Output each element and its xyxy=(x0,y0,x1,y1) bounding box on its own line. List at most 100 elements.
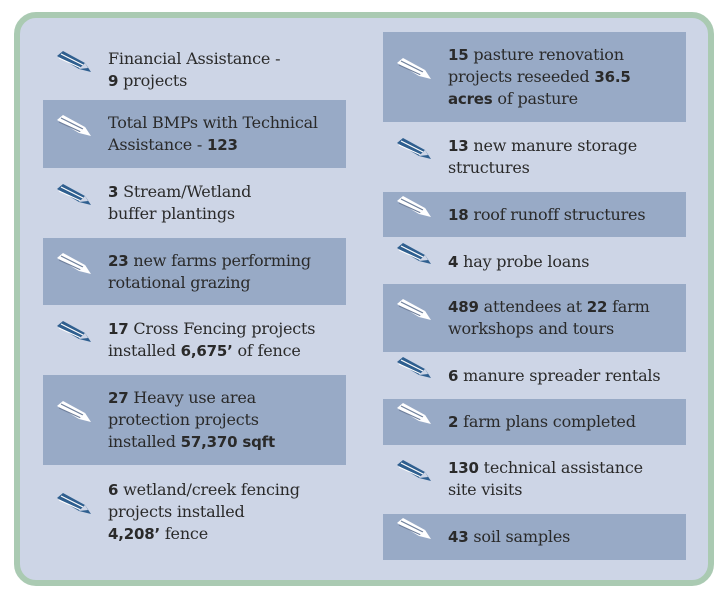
stat-line: protection projects xyxy=(108,409,346,431)
stat-line: site visits xyxy=(448,479,686,501)
stat-line: buffer plantings xyxy=(108,203,346,225)
stat-line: projects installed xyxy=(108,501,346,523)
pencil-icon xyxy=(57,51,91,72)
stat-line: 6 manure spreader rentals xyxy=(448,365,686,387)
stat-text: buffer plantings xyxy=(108,204,235,223)
stat-line: 130 technical assistance xyxy=(448,457,686,479)
stat-item: 23 new farms performing rotational grazin… xyxy=(43,238,346,305)
pencil-icon xyxy=(57,493,91,514)
stat-text: roof runoff structures xyxy=(468,204,646,224)
stat-text: installed xyxy=(108,432,181,451)
stat-text: site visits xyxy=(448,479,523,499)
stat-item: Financial Assistance - 9 projects xyxy=(43,40,346,100)
stat-value: 6 xyxy=(448,367,459,385)
stat-text: Cross Fencing projects xyxy=(128,319,316,338)
stat-text: farm plans completed xyxy=(458,412,636,431)
stat-text: Heavy use area xyxy=(128,388,256,407)
stat-text: wetland/creek fencing xyxy=(118,480,300,499)
pencil-icon xyxy=(397,403,431,424)
pencil-icon xyxy=(57,184,91,205)
pencil-icon xyxy=(397,518,431,539)
stat-value: 4,208’ xyxy=(108,525,160,543)
stat-value: 17 xyxy=(108,320,129,338)
stat-item: 13 new manure storage structures xyxy=(383,124,686,190)
pencil-icon xyxy=(397,357,431,378)
pencil-icon xyxy=(57,252,91,274)
stat-value: 27 xyxy=(108,389,129,407)
stat-text: Total BMPs with Technical xyxy=(108,113,318,132)
stat-text: projects installed xyxy=(108,502,245,521)
pencil-icon xyxy=(57,321,91,342)
stat-line: 3 Stream/Wetland xyxy=(108,181,346,203)
stat-line: 27 Heavy use area xyxy=(108,387,346,409)
stat-value: 15 xyxy=(448,46,469,64)
stat-item: 4 hay probe loans xyxy=(383,239,686,284)
stat-line: acres of pasture xyxy=(448,88,686,110)
stat-line: structures xyxy=(448,157,686,179)
stat-item: 3 Stream/Wetland buffer plantings xyxy=(43,170,346,236)
stat-text: technical assistance xyxy=(478,457,643,477)
stat-value: 130 xyxy=(448,458,479,477)
stat-line: 4,208’ fence xyxy=(108,523,346,545)
stat-text: projects xyxy=(118,71,188,90)
stat-text: Assistance - xyxy=(108,135,207,154)
stat-value: 43 xyxy=(448,528,469,546)
pencil-icon xyxy=(397,195,431,217)
stat-line: installed 6,675’ of fence xyxy=(108,340,346,362)
stat-value: 6,675’ xyxy=(180,342,233,360)
stat-line: projects reseeded 36.5 xyxy=(448,66,686,88)
pencil-icon xyxy=(57,115,91,136)
stat-line: 9 projects xyxy=(108,70,346,92)
stat-text: Stream/Wetland xyxy=(118,182,252,201)
stat-line: 43 soil samples xyxy=(448,526,686,548)
stat-line: Assistance - 123 xyxy=(108,134,346,156)
stat-item: 17 Cross Fencing projects installed 6,675… xyxy=(43,306,346,374)
stat-line: 2 farm plans completed xyxy=(448,411,686,433)
stat-text: new manure storage xyxy=(468,136,638,155)
stat-value: 6 xyxy=(108,481,119,499)
stat-line: 17 Cross Fencing projects xyxy=(108,318,346,340)
pencil-icon xyxy=(397,58,431,79)
stat-item: 15 pasture renovation projects reseeded 3… xyxy=(383,32,686,122)
stat-item: 2 farm plans completed xyxy=(383,399,686,445)
stat-line: 489 attendees at 22 farm xyxy=(448,296,686,318)
stat-value: 9 xyxy=(108,72,119,90)
stat-value: 489 xyxy=(448,298,479,316)
stat-item: 18 roof runoff structures xyxy=(383,192,686,237)
stat-line: 4 hay probe loans xyxy=(448,251,686,273)
stat-value: 4 xyxy=(448,252,459,271)
stat-line: 18 roof runoff structures xyxy=(448,204,686,226)
pencil-icon xyxy=(397,242,431,264)
stat-item: 27 Heavy use area protection projects inst… xyxy=(43,375,346,465)
stat-line: Financial Assistance - xyxy=(108,48,346,70)
stat-line: workshops and tours xyxy=(448,318,686,340)
stat-line: Total BMPs with Technical xyxy=(108,112,346,134)
stat-item: 489 attendees at 22 farm workshops and to… xyxy=(383,284,686,352)
stat-value: 22 xyxy=(586,298,608,316)
pencil-icon xyxy=(397,299,431,320)
stat-line: rotational grazing xyxy=(108,272,346,294)
stat-value: 123 xyxy=(207,136,238,154)
pencil-icon xyxy=(397,138,431,159)
stat-text: Financial Assistance - xyxy=(108,49,281,68)
stat-value: 23 xyxy=(108,251,129,270)
stat-text: farm xyxy=(607,297,650,316)
stat-line: 23 new farms performing xyxy=(108,250,346,272)
stat-text: pasture renovation xyxy=(468,45,624,64)
stat-text: rotational grazing xyxy=(108,272,251,292)
stat-value: 2 xyxy=(448,413,459,431)
stat-text: installed xyxy=(108,341,181,360)
stat-text: structures xyxy=(448,158,530,177)
stat-text: of fence xyxy=(232,341,301,360)
stat-text: workshops and tours xyxy=(448,319,614,338)
stat-value: 57,370 sqft xyxy=(180,433,275,451)
stat-text: attendees at xyxy=(478,297,587,316)
stat-text: new farms performing xyxy=(128,250,311,270)
stat-value: 3 xyxy=(108,183,119,201)
stat-value: 13 xyxy=(448,137,469,155)
stat-line: 15 pasture renovation xyxy=(448,44,686,66)
stat-item: 6 wetland/creek fencing projects installe… xyxy=(43,466,346,558)
stat-text: fence xyxy=(159,524,208,543)
stat-text: projects reseeded xyxy=(448,67,595,86)
stat-line: installed 57,370 sqft xyxy=(108,431,346,453)
